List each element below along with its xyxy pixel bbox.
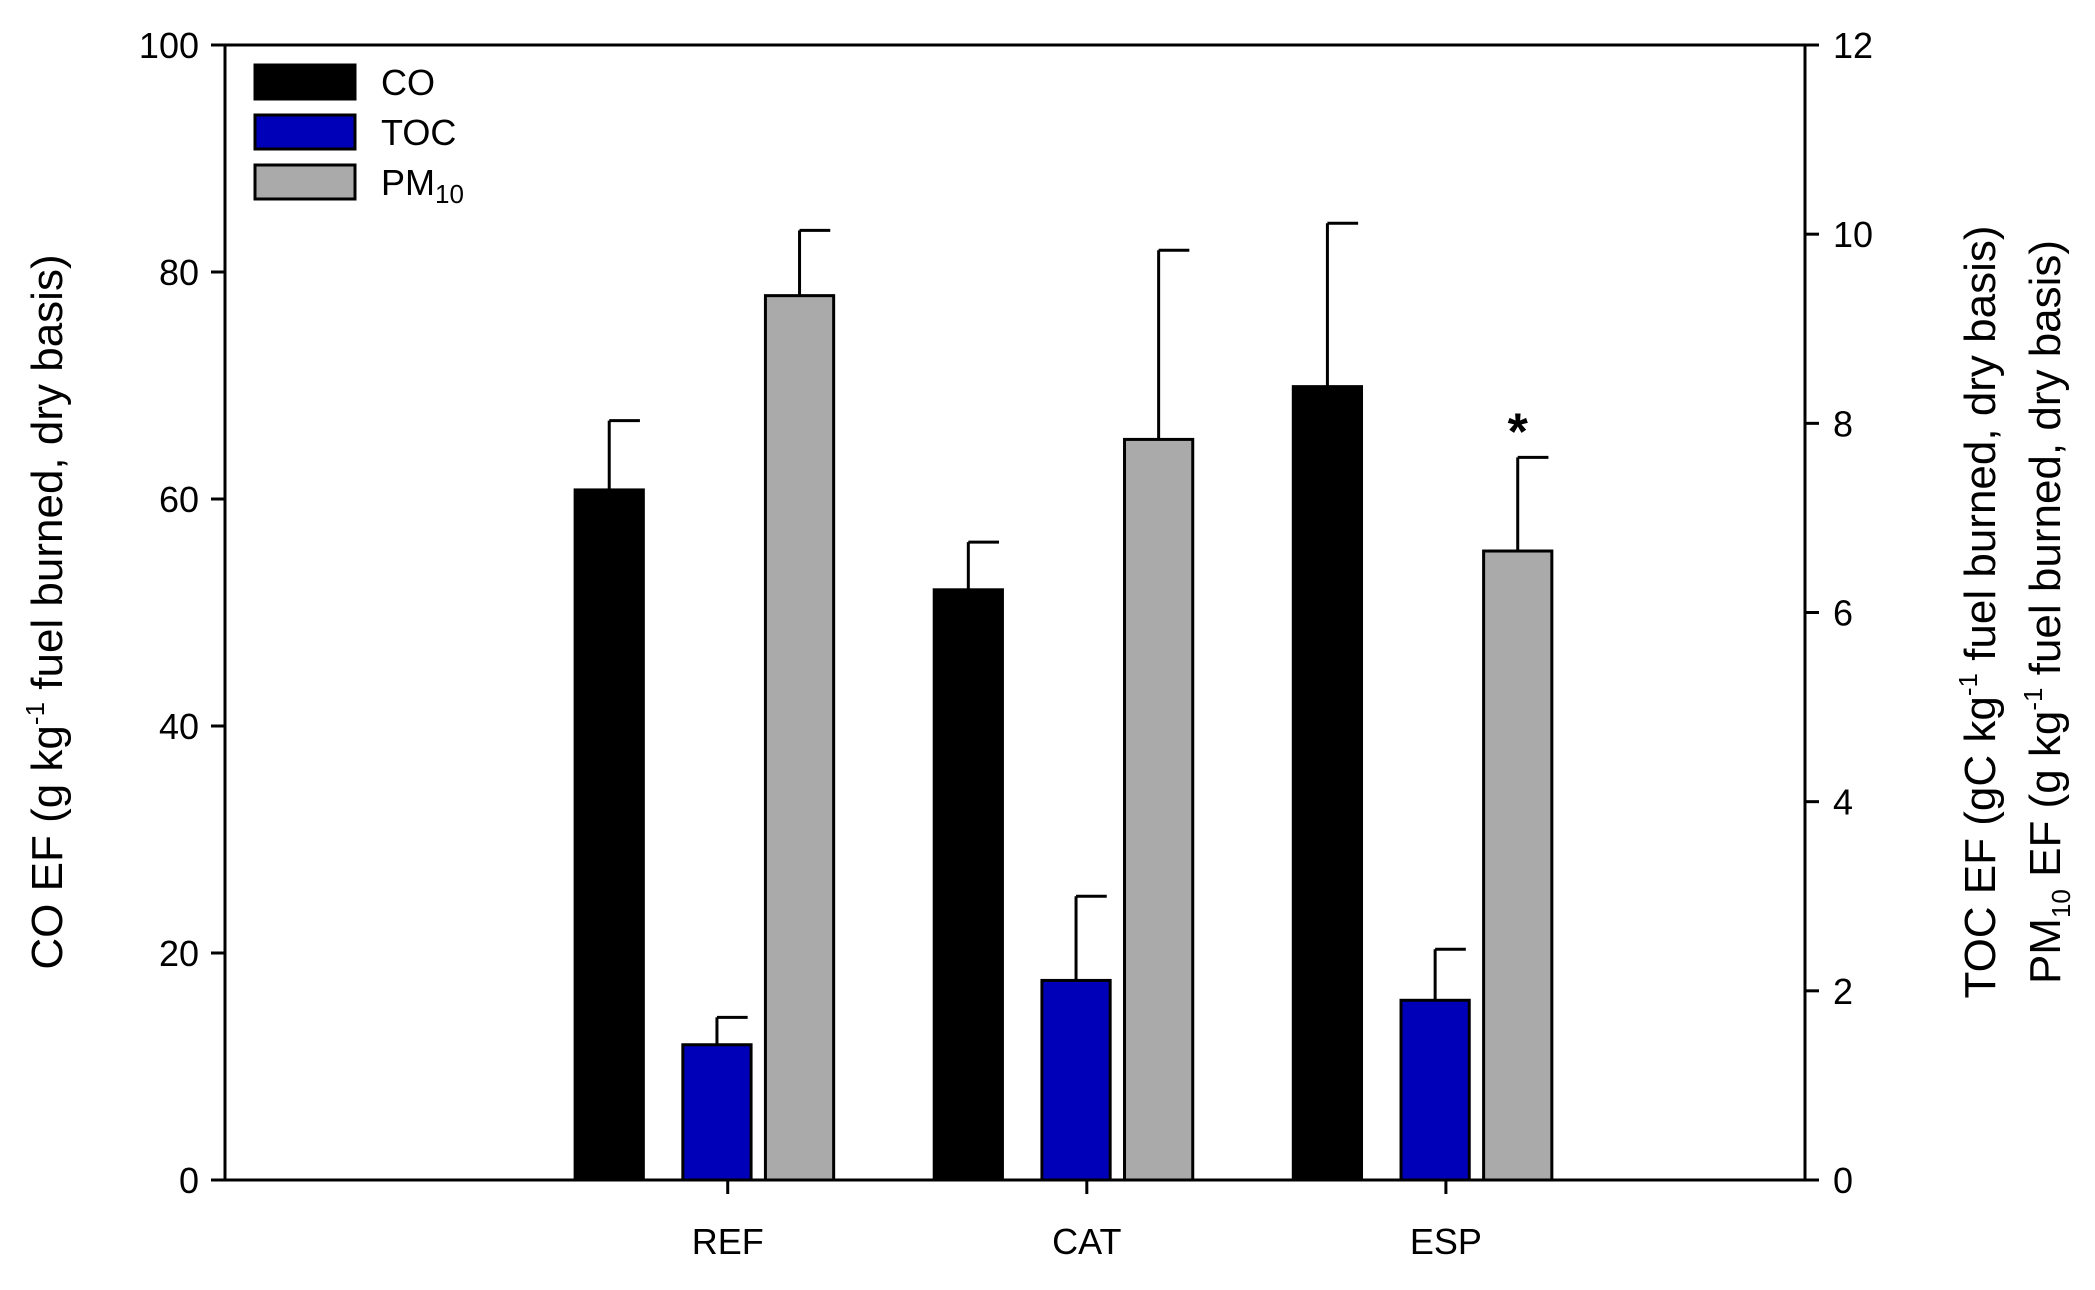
- legend-label-co: CO: [381, 62, 435, 103]
- right-tick-label: 0: [1833, 1160, 1853, 1201]
- error-bar-group: [607, 221, 1549, 1045]
- legend-label-toc: TOC: [381, 112, 456, 153]
- bar-pm10-esp: [1482, 549, 1554, 1182]
- right-tick-label: 10: [1833, 214, 1873, 255]
- bar-group: [573, 294, 1554, 1182]
- bar-co-ref: [573, 488, 645, 1182]
- annotation-group: *: [1508, 403, 1529, 461]
- left-tick-label: 40: [159, 706, 199, 747]
- bar-co-esp: [1291, 385, 1364, 1182]
- left-tick-label: 80: [159, 252, 199, 293]
- category-label-cat: CAT: [1052, 1221, 1121, 1262]
- bar-pm10-ref: [763, 294, 836, 1182]
- right-tick-label: 4: [1833, 782, 1853, 823]
- bar-toc-esp: [1399, 998, 1471, 1182]
- right-tick-label: 8: [1833, 403, 1853, 444]
- category-label-ref: REF: [692, 1221, 764, 1262]
- right-tick-label: 12: [1833, 25, 1873, 66]
- right-axis-title-pm10: PM10 EF (g kg-1 fuel burned, dry basis): [2018, 240, 2076, 984]
- legend-swatch-co: [253, 63, 357, 101]
- bar-pm10-cat: [1123, 437, 1195, 1182]
- right-tick-label: 2: [1833, 971, 1853, 1012]
- legend: CO TOC PM10: [253, 62, 464, 209]
- right-axis-title-toc: TOC EF (gC kg-1 fuel burned, dry basis): [1953, 225, 2005, 998]
- bar-toc-cat: [1040, 978, 1112, 1182]
- legend-swatch-pm10: [253, 163, 357, 201]
- right-tick-label: 6: [1833, 593, 1853, 634]
- significance-marker: *: [1508, 403, 1529, 461]
- left-axis-ticks: 0 20 40 60 80 100: [139, 25, 225, 1201]
- legend-swatch-toc: [253, 113, 357, 151]
- right-axis-ticks: 0 2 4 6 8 10 12: [1805, 25, 1873, 1201]
- left-axis-title: CO EF (g kg-1 fuel burned, dry basis): [20, 254, 72, 969]
- left-tick-label: 0: [179, 1160, 199, 1201]
- bar-toc-ref: [681, 1043, 753, 1182]
- category-ticks: REF CAT ESP: [692, 1180, 1482, 1262]
- axes: [223, 43, 1807, 1182]
- left-tick-label: 60: [159, 479, 199, 520]
- category-label-esp: ESP: [1410, 1221, 1482, 1262]
- bar-co-cat: [932, 588, 1004, 1182]
- legend-label-pm10: PM10: [381, 162, 464, 209]
- left-tick-label: 20: [159, 933, 199, 974]
- left-tick-label: 100: [139, 25, 199, 66]
